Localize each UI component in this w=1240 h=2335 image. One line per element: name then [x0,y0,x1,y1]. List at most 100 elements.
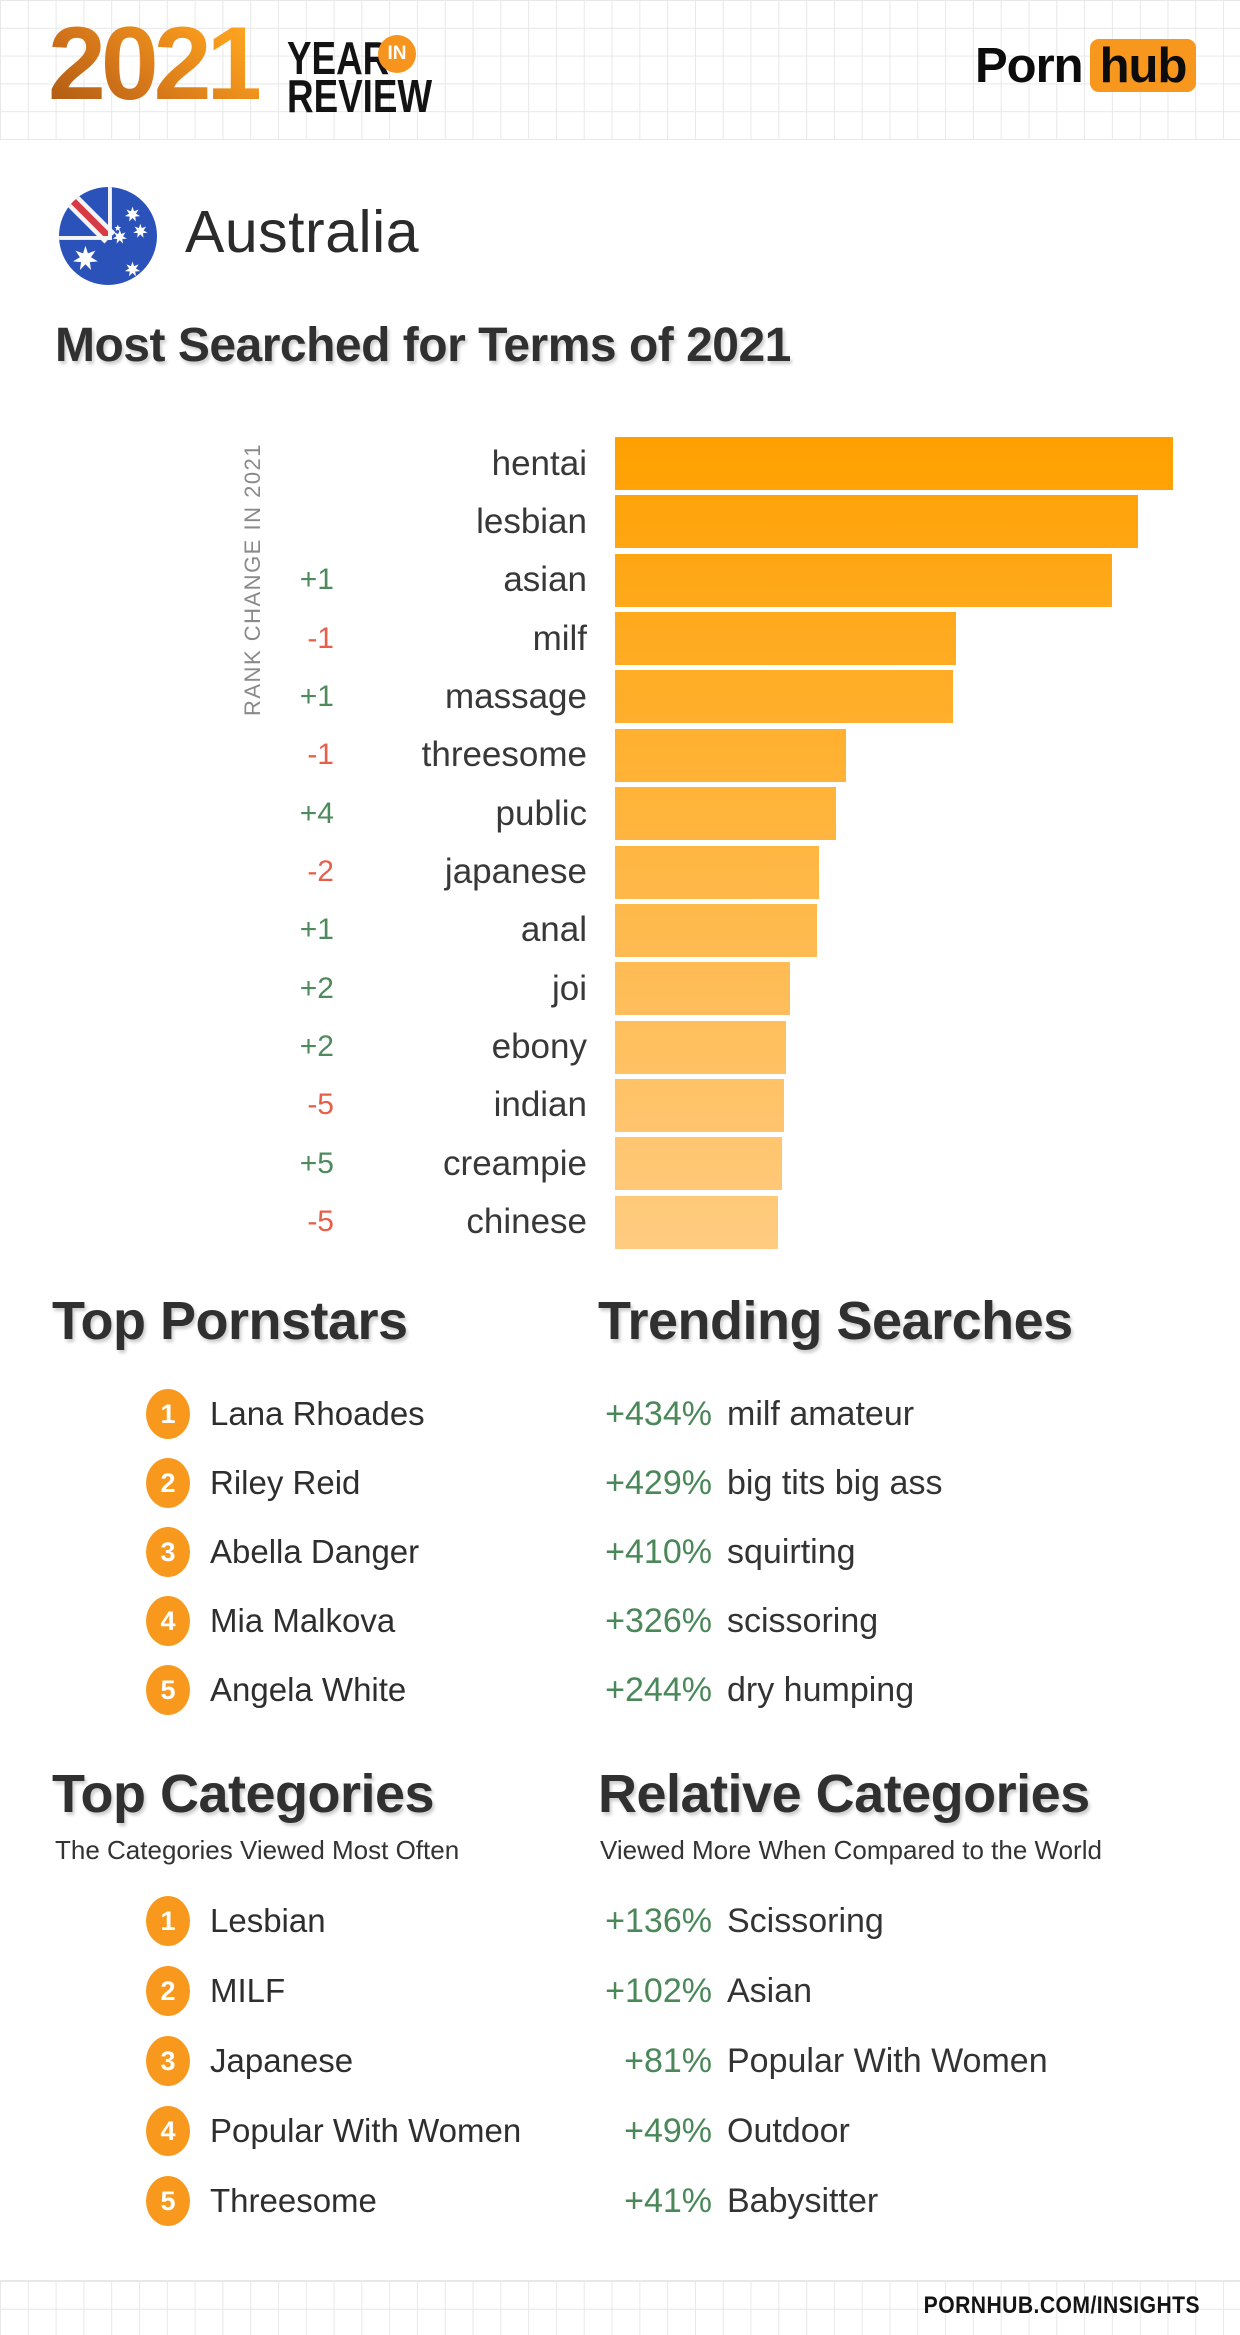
rank-change-label: +1 [299,913,334,947]
list-item-name: Japanese [210,2042,354,2079]
percent-change-label: +410% [605,1532,712,1571]
rank-badge: 3 [146,1527,190,1577]
rank-change-label: -1 [307,738,334,772]
section-title-top-categories: Top Categories [52,1764,435,1824]
rank-badge: 2 [146,1966,190,2016]
flag-star-icon [112,229,127,244]
list-item-term: big tits big ass [727,1463,943,1502]
chart-row: +1 anal [0,901,1240,959]
percent-change-label: +326% [605,1601,712,1640]
search-term-label: chinese [466,1202,587,1242]
list-item-name: Popular With Women [210,2112,522,2149]
year-in-review-logo-line2: REVIEW [287,70,433,122]
rank-badge: 2 [146,1458,190,1508]
list-item: +410% squirting [0,1517,1240,1587]
search-term-label: japanese [444,852,587,891]
rank-badge: 5 [146,1665,190,1715]
list-item: 5 Angela White [0,1655,1240,1725]
list-item-term: Scissoring [727,1901,884,1940]
list-item-term: dry humping [727,1670,915,1709]
flag-star-icon [124,206,141,222]
flag-star-icon [73,245,98,271]
search-term-label: joi [551,968,587,1008]
pornhub-logo: Porn hub [975,38,1197,93]
chart-title: Most Searched for Terms of 2021 [55,319,791,372]
list-item-name: Threesome [210,2182,377,2219]
in-badge-icon: IN [378,35,416,73]
chart-row: -1 milf [0,610,1240,668]
list-item: +326% scissoring [0,1586,1240,1656]
flag-star-icon [124,261,141,277]
search-term-label: creampie [443,1143,587,1183]
list-item-term: squirting [727,1532,856,1571]
search-term-label: hentai [491,443,587,483]
search-term-label: indian [493,1085,587,1125]
rank-change-label: -5 [307,1205,334,1239]
list-item: +244% dry humping [0,1655,1240,1725]
chart-row: -1 threesome [0,726,1240,784]
section-subtitle-top-categories: The Categories Viewed Most Often [55,1835,460,1865]
chart-row: +1 massage [0,668,1240,726]
list-item: +102% Asian [0,1956,1240,2026]
year-2021-logo: 2021 [48,6,264,122]
list-item-term: Popular With Women [727,2041,1048,2080]
rank-badge: 4 [146,2106,190,2156]
search-term-bar [615,903,817,957]
rank-change-label: +2 [299,1030,334,1063]
search-term-label: anal [520,910,587,950]
chart-row: +2 joi [0,960,1240,1018]
search-term-bar [615,1020,786,1074]
list-item-name: Abella Danger [210,1533,420,1570]
rank-badge: 1 [146,1389,190,1439]
rank-change-label: +1 [299,563,334,597]
search-term-bar [615,1078,784,1132]
percent-change-label: +429% [605,1463,712,1502]
rank-change-label: -1 [307,621,334,655]
list-item-name: Angela White [210,1671,407,1708]
search-term-label: asian [503,560,587,600]
chart-row: +2 ebony [0,1018,1240,1076]
flag-star-icon [114,224,122,231]
rank-change-label: -2 [307,855,334,888]
search-term-label: public [495,793,587,833]
list-item: 5 Threesome [0,2166,1240,2236]
percent-change-label: +434% [605,1394,712,1433]
search-term-bar [615,787,836,841]
list-item: 3 Japanese [0,2026,1240,2096]
flag-star-icon [133,223,148,238]
year-in-review-logo-line1: YEAR [287,32,390,84]
rank-change-label: +1 [299,679,334,713]
chart-row: -5 chinese [0,1193,1240,1251]
list-item-name: MILF [210,1972,286,2009]
chart-row: lesbian [0,493,1240,551]
list-item: +49% Outdoor [0,2096,1240,2166]
list-item: +434% milf amateur [0,1379,1240,1449]
chart-row: hentai [0,435,1240,493]
search-term-label: threesome [421,735,587,775]
chart-row: +5 creampie [0,1135,1240,1193]
australia-flag-icon [59,187,157,285]
list-item: +41% Babysitter [0,2166,1240,2236]
pornhub-logo-hub-badge: hub [1089,39,1197,93]
rank-badge: 4 [146,1596,190,1646]
country-title: Australia [185,199,420,265]
search-term-bar [615,553,1112,607]
rank-badge: 5 [146,2176,190,2226]
list-item-name: Riley Reid [210,1464,361,1501]
chart-row: -5 indian [0,1076,1240,1134]
list-item-name: Mia Malkova [210,1602,396,1639]
search-term-bar [615,612,956,665]
list-item: 2 MILF [0,1956,1240,2026]
list-item-name: Lana Rhoades [210,1395,425,1432]
search-term-label: milf [532,618,587,658]
percent-change-label: +41% [624,2181,712,2220]
section-subtitle-relative-categories: Viewed More When Compared to the World [600,1835,1102,1865]
list-item: +81% Popular With Women [0,2026,1240,2096]
search-term-bar [615,962,790,1016]
list-item: 4 Popular With Women [0,2096,1240,2166]
pornhub-logo-porn-text: Porn [975,38,1084,93]
rank-change-label: -5 [307,1088,334,1122]
search-term-bar [615,437,1173,490]
chart-row: -2 japanese [0,843,1240,901]
rank-badge: 1 [146,1896,190,1946]
